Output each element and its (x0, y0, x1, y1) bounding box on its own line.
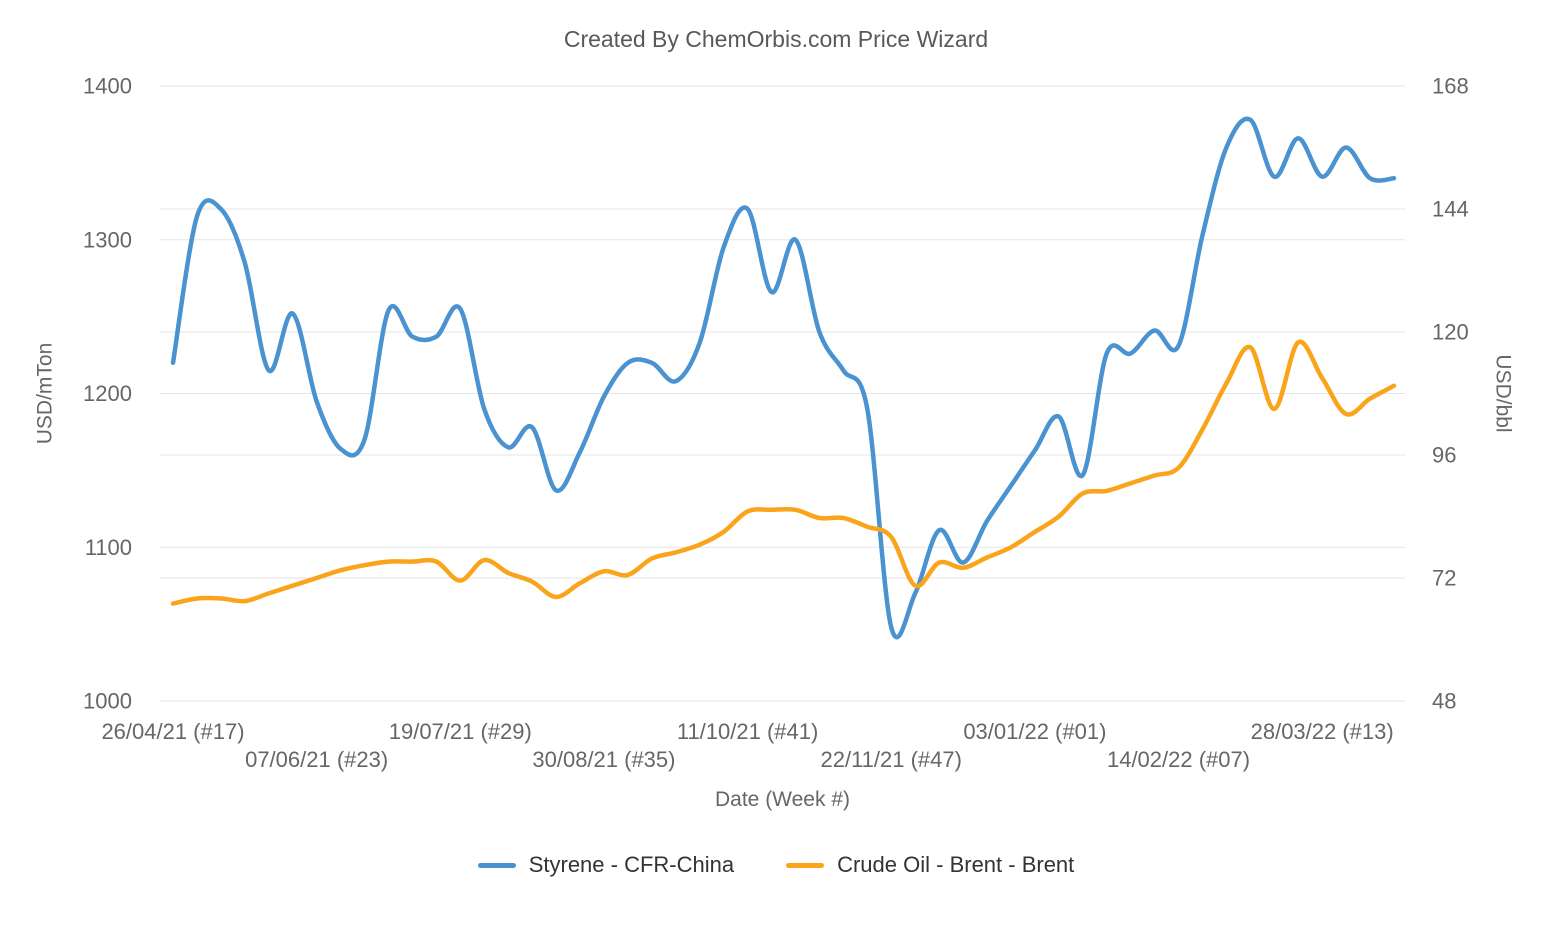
left-axis-title: USD/mTon (34, 343, 57, 445)
x-tick-label: 26/04/21 (#17) (101, 719, 244, 744)
legend: Styrene - CFR-China Crude Oil - Brent - B… (0, 852, 1552, 878)
y-tick-label-right: 144 (1432, 197, 1469, 222)
x-tick-label: 03/01/22 (#01) (963, 719, 1106, 744)
y-axis-labels-right: 168 144 120 96 72 48 (1432, 74, 1469, 714)
legend-item-crude-oil-brent-brent[interactable]: Crude Oil - Brent - Brent (786, 852, 1074, 878)
legend-marker-styrene-cfr-china (477, 862, 516, 868)
series-line-crude-oil-brent-brent (170, 339, 1397, 606)
series-line-styrene-cfr-china (170, 116, 1397, 640)
x-axis-labels: 26/04/21 (#17)07/06/21 (#23)19/07/21 (#2… (101, 719, 1393, 772)
legend-marker-crude-oil-brent-brent (786, 862, 825, 868)
y-tick-label-left: 1300 (83, 227, 132, 252)
legend-item-styrene-cfr-china[interactable]: Styrene - CFR-China (477, 852, 735, 878)
y-tick-label-right: 168 (1432, 74, 1469, 99)
x-tick-label: 28/03/22 (#13) (1251, 719, 1394, 744)
x-tick-label: 30/08/21 (#35) (532, 747, 675, 772)
chart-title: Created By ChemOrbis.com Price Wizard (563, 26, 989, 52)
y-tick-label-right: 96 (1432, 443, 1456, 468)
x-tick-label: 22/11/21 (#47) (820, 747, 961, 772)
gridlines (160, 85, 1405, 702)
y-axis-labels-left: 1400 1300 1200 1100 1000 (83, 74, 132, 714)
x-tick-label: 14/02/22 (#07) (1107, 747, 1250, 772)
y-tick-label-right: 72 (1432, 566, 1456, 591)
x-tick-label: 11/10/21 (#41) (677, 719, 818, 744)
y-tick-label-left: 1400 (83, 74, 132, 99)
y-tick-label-right: 48 (1432, 689, 1456, 714)
x-tick-label: 07/06/21 (#23) (245, 747, 388, 772)
y-tick-label-right: 120 (1432, 320, 1469, 345)
y-tick-label-left: 1200 (83, 381, 132, 406)
price-chart: 1400 1300 1200 1100 1000 168 144 120 96 72 48 USD/m… (34, 74, 1515, 812)
legend-label-styrene-cfr-china: Styrene - CFR-China (528, 852, 735, 877)
x-axis-title: Date (Week #) (715, 788, 850, 811)
right-axis-title: USD/bbl (1492, 354, 1515, 432)
y-tick-label-left: 1000 (83, 689, 132, 714)
x-tick-label: 19/07/21 (#29) (389, 719, 532, 744)
y-tick-label-left: 1100 (85, 535, 132, 560)
legend-label-crude-oil-brent-brent: Crude Oil - Brent - Brent (837, 852, 1075, 877)
